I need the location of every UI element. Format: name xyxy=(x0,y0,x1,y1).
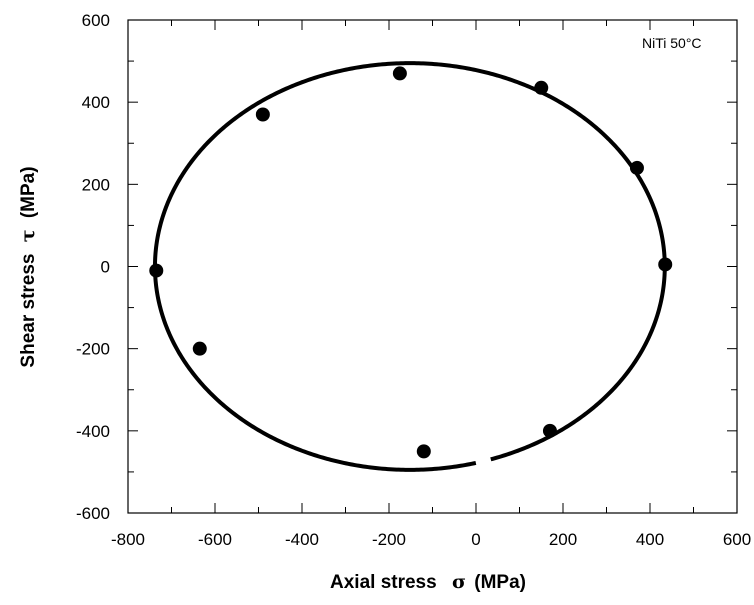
x-axis-title-unit: (MPa) xyxy=(474,572,526,593)
data-point xyxy=(542,423,557,438)
x-tick-label: 600 xyxy=(723,530,751,549)
data-point xyxy=(392,66,407,81)
x-axis-title: Axial stress σ (MPa) xyxy=(330,571,526,593)
y-tick-label: -600 xyxy=(76,504,110,523)
data-point xyxy=(658,257,673,272)
x-tick-label: -800 xyxy=(111,530,145,549)
y-axis-title-symbol: τ xyxy=(17,229,39,242)
y-axis-title: Shear stress τ (MPa) xyxy=(17,166,39,367)
y-axis-title-unit: (MPa) xyxy=(18,166,39,218)
data-point xyxy=(416,444,431,459)
data-point xyxy=(192,341,207,356)
y-tick-label: 200 xyxy=(82,175,110,194)
plot-frame xyxy=(127,19,738,514)
y-tick-label: 400 xyxy=(82,93,110,112)
data-point xyxy=(149,263,164,278)
y-axis-title-prefix: Shear stress xyxy=(18,254,39,368)
x-tick-label: 0 xyxy=(471,530,480,549)
data-point xyxy=(629,160,644,175)
x-axis-title-prefix: Axial stress xyxy=(330,572,437,593)
x-axis-title-symbol: σ xyxy=(452,571,466,593)
x-tick-label: -200 xyxy=(372,530,406,549)
fit-ellipse-curve xyxy=(152,61,667,472)
x-tick-label: -600 xyxy=(198,530,232,549)
x-tick-label: 400 xyxy=(636,530,664,549)
x-tick-label: 200 xyxy=(549,530,577,549)
data-point xyxy=(255,107,270,122)
y-tick-label: -400 xyxy=(76,422,110,441)
data-point xyxy=(534,80,549,95)
x-tick-label: -400 xyxy=(285,530,319,549)
chart-annotation: NiTi 50°C xyxy=(642,35,702,51)
y-tick-label: -200 xyxy=(76,340,110,359)
y-tick-label: 0 xyxy=(101,258,110,277)
y-tick-label: 600 xyxy=(82,11,110,30)
